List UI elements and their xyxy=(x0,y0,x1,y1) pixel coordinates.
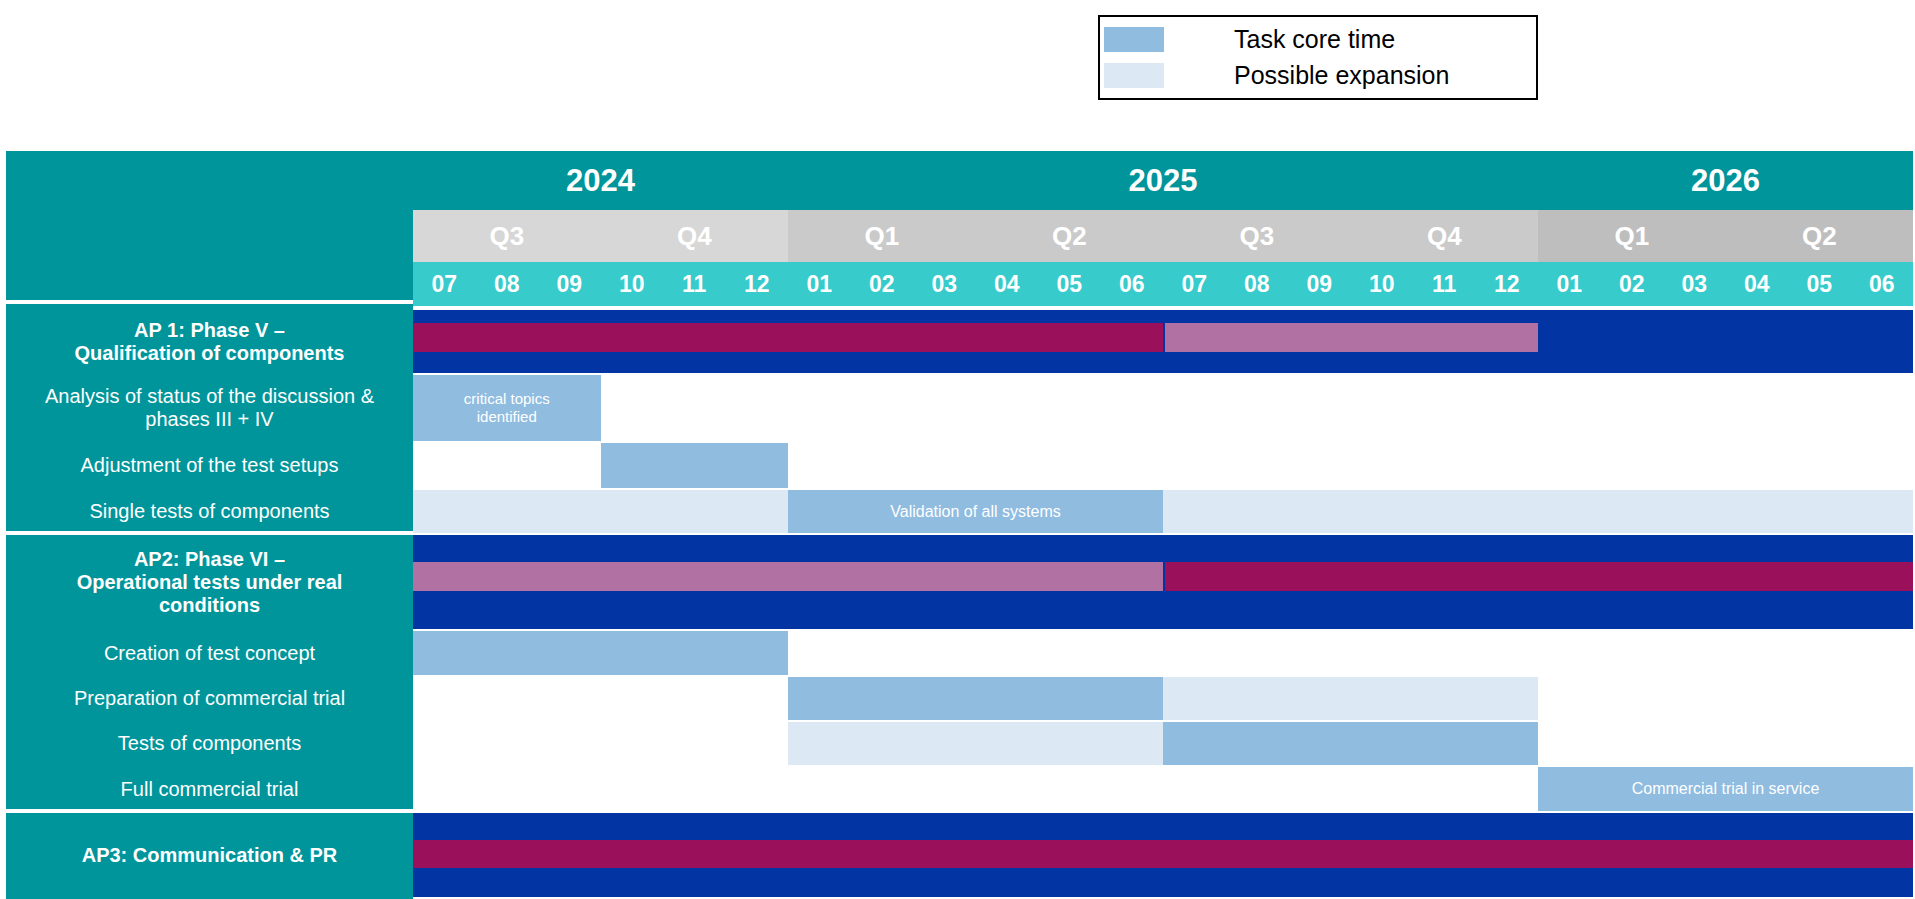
row-label: AP3: Communication & PR xyxy=(6,813,413,897)
row-label: Creation of test concept xyxy=(6,631,413,675)
gantt-bar-crimson xyxy=(1165,562,1913,591)
gantt-bar-core: Commercial trial in service xyxy=(1538,767,1913,811)
month-cell: 03 xyxy=(913,262,976,306)
row-label: Adjustment of the test setups xyxy=(6,443,413,488)
quarter-cell: Q3 xyxy=(413,210,601,262)
month-cell: 04 xyxy=(1726,262,1789,306)
legend-entry-core: Task core time xyxy=(1100,27,1536,52)
gantt-bar-expansion xyxy=(1163,677,1538,720)
month-cell: 04 xyxy=(976,262,1039,306)
year-label: 2024 xyxy=(413,151,788,210)
gantt-bar-core xyxy=(788,677,1163,720)
quarter-cell: Q1 xyxy=(788,210,976,262)
row-label: Tests of components xyxy=(6,722,413,765)
legend: Task core time Possible expansion xyxy=(1098,15,1538,100)
quarter-cell: Q2 xyxy=(1726,210,1914,262)
row-label: Full commercial trial xyxy=(6,767,413,811)
legend-entry-expansion: Possible expansion xyxy=(1100,63,1536,88)
month-cell: 06 xyxy=(1101,262,1164,306)
gantt-bar-crimson xyxy=(413,840,1913,868)
month-cell: 01 xyxy=(788,262,851,306)
gantt-bar-core: Validation of all systems xyxy=(788,490,1163,533)
bar-label: Commercial trial in service xyxy=(1632,780,1820,798)
gantt-bar-mauve xyxy=(1165,323,1538,352)
gantt-bar-expansion xyxy=(413,490,1913,533)
month-cell: 06 xyxy=(1851,262,1914,306)
gantt-bar-expansion xyxy=(788,722,1163,765)
month-cell: 07 xyxy=(1163,262,1226,306)
gantt-chart: Task core time Possible expansion ACTIVI… xyxy=(0,0,1915,899)
activity-column-block xyxy=(6,151,413,300)
month-cell: 05 xyxy=(1038,262,1101,306)
month-cell: 12 xyxy=(1476,262,1539,306)
quarter-cell: Q1 xyxy=(1538,210,1726,262)
gantt-bar-core xyxy=(413,631,788,675)
row-label: Single tests of components xyxy=(6,490,413,533)
row-label: Preparation of commercial trial xyxy=(6,677,413,720)
quarter-cell: Q3 xyxy=(1163,210,1351,262)
month-cell: 09 xyxy=(1288,262,1351,306)
quarter-cell: Q4 xyxy=(601,210,789,262)
month-cell: 11 xyxy=(1413,262,1476,306)
legend-label: Task core time xyxy=(1234,27,1395,52)
month-cell: 10 xyxy=(601,262,664,306)
month-cell: 08 xyxy=(1226,262,1289,306)
gantt-bar-core xyxy=(1163,722,1538,765)
row-label: AP2: Phase VI – Operational tests under … xyxy=(6,535,413,629)
bar-label: critical topics identified xyxy=(464,390,550,426)
year-label: 2026 xyxy=(1538,151,1913,210)
month-cell: 03 xyxy=(1663,262,1726,306)
quarter-cell: Q4 xyxy=(1351,210,1539,262)
month-cell: 02 xyxy=(1601,262,1664,306)
legend-label: Possible expansion xyxy=(1234,63,1449,88)
row-label: AP 1: Phase V – Qualification of compone… xyxy=(6,310,413,373)
core-time-swatch xyxy=(1104,27,1164,52)
gantt-bar-core: critical topics identified xyxy=(413,375,601,441)
row-label: Analysis of status of the discussion & p… xyxy=(6,375,413,441)
quarter-cell: Q2 xyxy=(976,210,1164,262)
year-label: 2025 xyxy=(788,151,1538,210)
month-cell: 10 xyxy=(1351,262,1414,306)
month-cell: 12 xyxy=(726,262,789,306)
month-cell: 05 xyxy=(1788,262,1851,306)
month-cell: 09 xyxy=(538,262,601,306)
month-cell: 07 xyxy=(413,262,476,306)
bar-label: Validation of all systems xyxy=(890,503,1060,521)
month-cell: 11 xyxy=(663,262,726,306)
month-cell: 01 xyxy=(1538,262,1601,306)
gantt-bar-core xyxy=(601,443,789,488)
month-cell: 08 xyxy=(476,262,539,306)
gantt-bar-crimson xyxy=(413,323,1163,352)
month-cell: 02 xyxy=(851,262,914,306)
gantt-bar-mauve xyxy=(413,562,1163,591)
expansion-swatch xyxy=(1104,63,1164,88)
